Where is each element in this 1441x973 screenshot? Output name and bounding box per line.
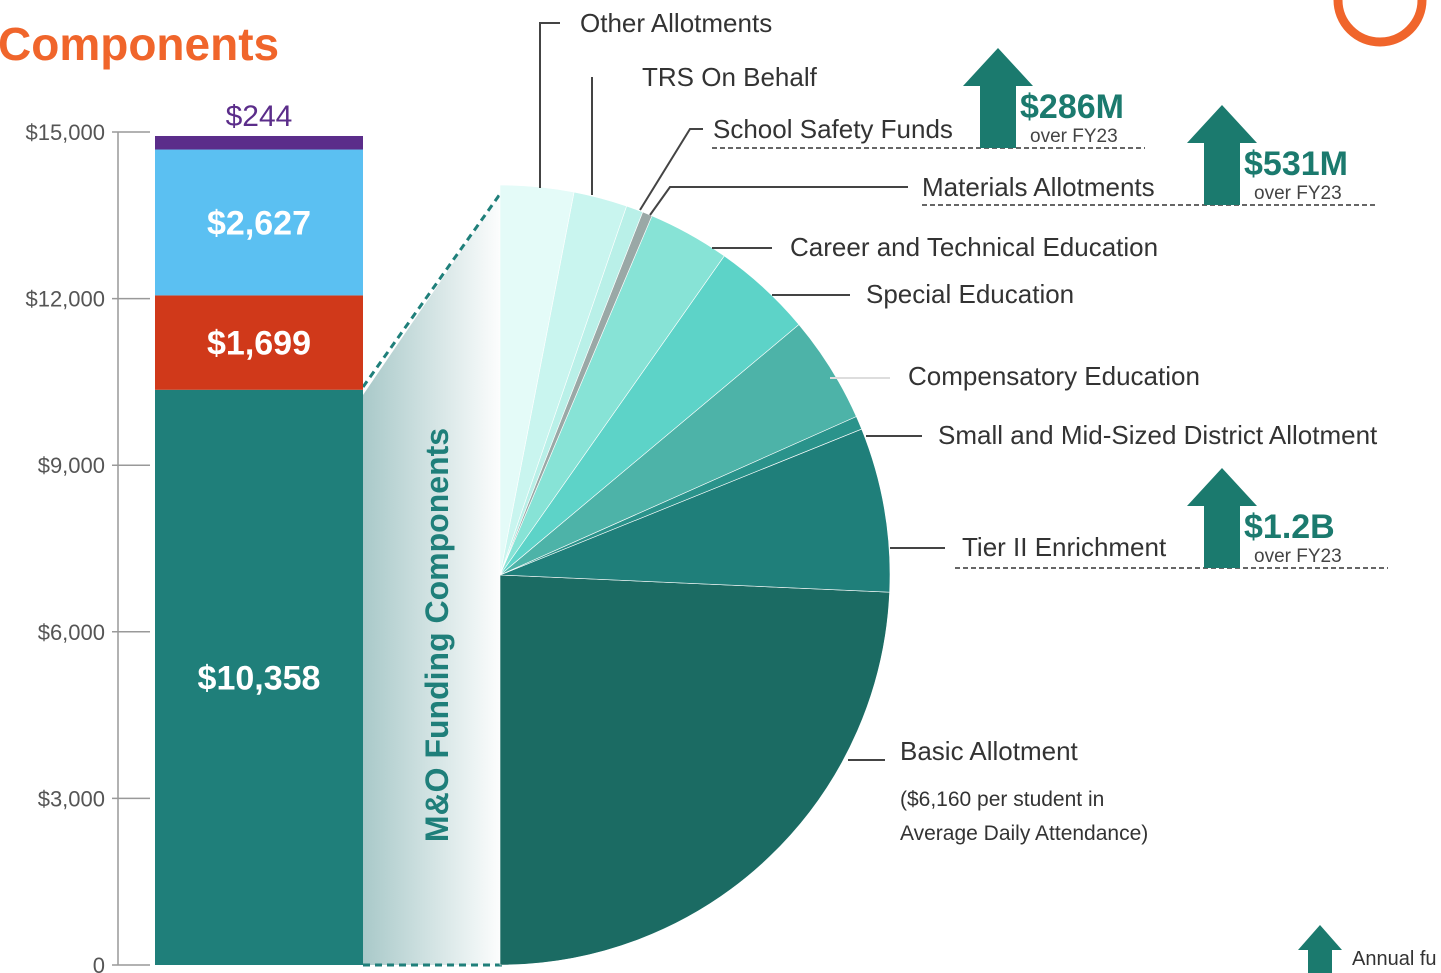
leader-line [639,128,703,211]
y-tick-label: $6,000 [38,620,105,645]
leader-line [539,22,560,188]
slice-label: Small and Mid-Sized District Allotment [938,420,1378,450]
annotation-value: $531M [1244,145,1348,183]
value-label: $10,358 [198,659,321,697]
bar-segment [155,135,363,150]
y-tick-label: 0 [93,953,105,973]
slice-label: School Safety Funds [713,114,953,144]
value-label: $244 [226,100,293,133]
bar-segment [155,149,363,296]
connector-line [361,186,507,388]
arrow [1187,468,1257,568]
y-tick-label: $3,000 [38,786,105,811]
slice-label: Compensatory Education [908,361,1200,391]
slice-label: Career and Technical Education [790,232,1158,262]
slice-label: Other Allotments [580,8,772,38]
slice-label: Basic Allotment [900,736,1079,766]
value-label: $1,699 [207,325,311,363]
slice-label: Tier II Enrichment [962,532,1167,562]
pie-wedge [499,428,891,593]
slice-label: Materials Allotments [922,172,1155,202]
chart-title: Components [0,18,279,70]
slice-label: TRS On Behalf [642,62,818,92]
annotation-subtext: over FY23 [1030,126,1118,147]
y-tick-label: $9,000 [38,453,105,478]
logo [1333,0,1427,47]
y-tick-label: $15,000 [25,120,105,145]
bar-segment [155,389,363,965]
legend-arrow [1298,925,1342,973]
annotation-value: $1.2B [1244,508,1335,546]
legend-text: Annual fu [1352,948,1437,970]
value-label: $2,627 [207,204,311,242]
arrow [1187,105,1257,205]
connector-band [363,187,505,965]
annotation-subtext: over FY23 [1254,546,1342,567]
annotation-subtext: over FY23 [1254,183,1342,204]
arrow [963,48,1033,148]
annotation-value: $286M [1020,88,1124,126]
pie-wedge [499,184,575,576]
bar-segment [155,295,363,390]
pie-wedge [499,574,890,966]
slice-label: Special Education [866,279,1074,309]
slice-note: ($6,160 per student in [900,788,1104,811]
leader-line [649,186,908,216]
y-tick-label: $12,000 [25,287,105,312]
slice-note: Average Daily Attendance) [900,822,1148,845]
pie-label: M&O Funding Components [419,428,455,842]
